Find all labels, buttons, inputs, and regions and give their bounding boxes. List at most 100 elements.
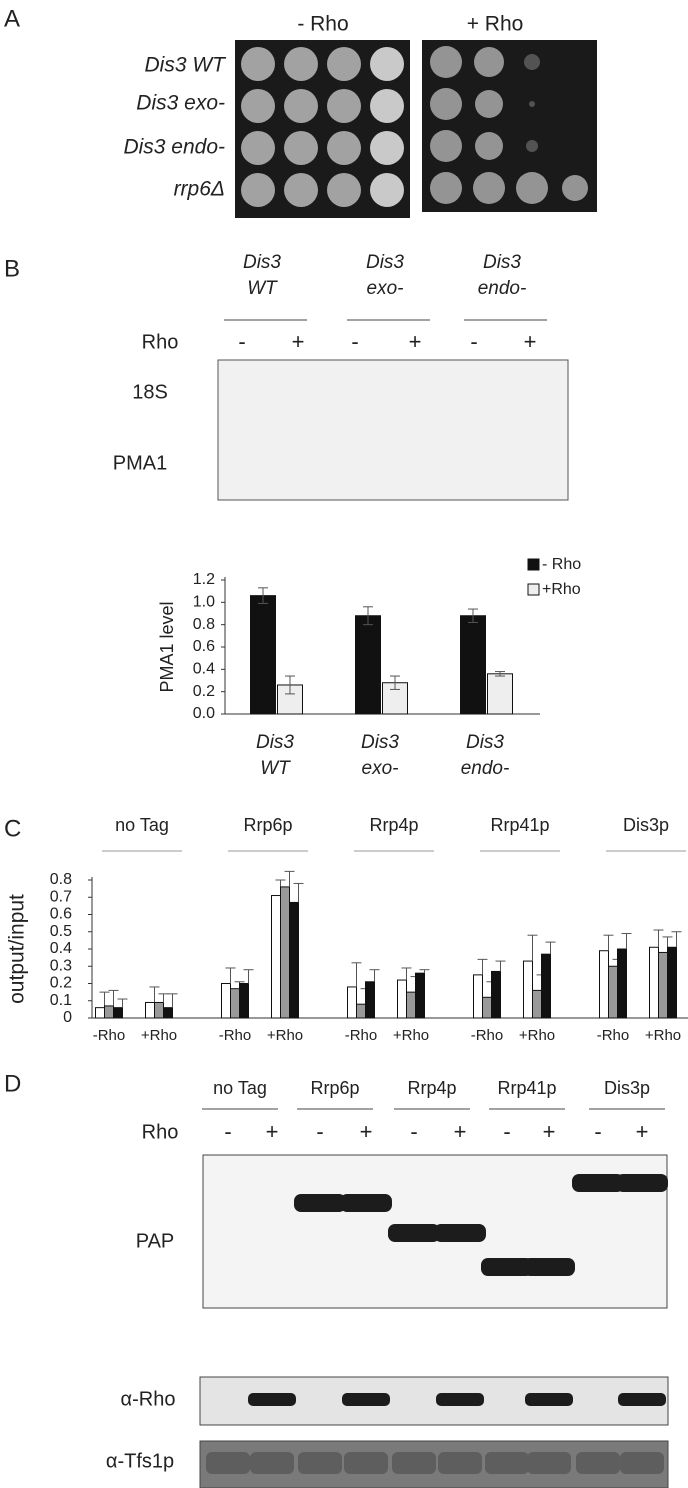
bar bbox=[356, 1003, 366, 1019]
group-label: Dis3p bbox=[623, 815, 669, 835]
error-bar bbox=[158, 993, 169, 1003]
group-label: Rrp6p bbox=[243, 815, 292, 835]
colony bbox=[524, 54, 540, 70]
lane-label: + bbox=[266, 1119, 279, 1144]
bar bbox=[658, 951, 668, 1019]
bar bbox=[95, 1007, 105, 1019]
strain-label: rrp6Δ bbox=[174, 178, 225, 201]
error-bar bbox=[621, 932, 632, 949]
bar bbox=[239, 983, 249, 1019]
x-tick-label: Dis3 endo- bbox=[461, 732, 510, 779]
bar bbox=[154, 1001, 164, 1019]
colony bbox=[284, 131, 318, 165]
y-tick-label: 0.1 bbox=[50, 992, 72, 1009]
bar bbox=[649, 946, 659, 1019]
bar bbox=[277, 684, 303, 715]
colony bbox=[370, 173, 404, 207]
y-tick-label: 0.4 bbox=[193, 661, 215, 678]
lane-label: - bbox=[470, 329, 477, 354]
colony bbox=[475, 90, 503, 118]
error-bar bbox=[363, 606, 373, 626]
bar bbox=[221, 983, 231, 1019]
colony bbox=[562, 175, 588, 201]
legend-swatch bbox=[527, 583, 540, 596]
bar bbox=[104, 1005, 114, 1019]
band bbox=[481, 1258, 533, 1276]
colony bbox=[516, 172, 548, 204]
strain-label: Dis3 endo- bbox=[477, 252, 527, 299]
bar bbox=[280, 886, 290, 1019]
band bbox=[527, 1452, 571, 1474]
strain-label: Dis3 endo- bbox=[477, 252, 527, 299]
y-tick-label: 0.0 bbox=[193, 705, 215, 722]
colony bbox=[529, 101, 535, 107]
band-label: 18S bbox=[132, 381, 168, 403]
y-axis-label: output/input bbox=[6, 894, 29, 1004]
band bbox=[523, 1258, 575, 1276]
strain-label: Rrp4p bbox=[407, 1078, 456, 1098]
colony bbox=[284, 173, 318, 207]
error-bar bbox=[653, 929, 664, 948]
group-label: Rrp41p bbox=[490, 815, 549, 835]
x-tick-label: -Rho bbox=[219, 1027, 252, 1044]
lane-label: + bbox=[524, 329, 537, 354]
colony bbox=[475, 132, 503, 160]
strain-label: Dis3 exo- bbox=[365, 252, 404, 299]
bar bbox=[523, 960, 533, 1019]
strain-label: Rrp6p bbox=[310, 1078, 359, 1098]
band bbox=[438, 1452, 482, 1474]
x-tick-label: +Rho bbox=[141, 1027, 177, 1044]
lane-label: + bbox=[409, 329, 422, 354]
bar bbox=[406, 991, 416, 1019]
condition-label: + Rho bbox=[467, 13, 524, 36]
colony bbox=[526, 140, 538, 152]
colony bbox=[284, 89, 318, 123]
error-bar bbox=[369, 969, 380, 982]
x-tick-label: +Rho bbox=[267, 1027, 303, 1044]
x-tick-label: Dis3 WT bbox=[255, 732, 294, 779]
bar bbox=[617, 948, 627, 1019]
lane-label: - bbox=[503, 1119, 510, 1144]
rho-label: Rho bbox=[142, 331, 179, 353]
strain-label: Dis3 WT bbox=[242, 252, 281, 299]
y-tick-label: 0.8 bbox=[193, 616, 215, 633]
band bbox=[294, 1194, 346, 1212]
y-tick-label: 0.6 bbox=[193, 638, 215, 655]
colony bbox=[473, 172, 505, 204]
y-tick-label: 0.5 bbox=[50, 923, 72, 940]
colony bbox=[474, 47, 504, 77]
error-bar bbox=[284, 870, 295, 887]
colony bbox=[370, 89, 404, 123]
colony bbox=[327, 89, 361, 123]
band bbox=[616, 1174, 668, 1192]
blot-label: PAP bbox=[136, 1230, 175, 1252]
colony bbox=[241, 89, 275, 123]
condition-label: - Rho bbox=[297, 13, 348, 36]
colony bbox=[430, 130, 462, 162]
band bbox=[342, 1393, 390, 1406]
x-tick-label: +Rho bbox=[645, 1027, 681, 1044]
blot-label: α-Rho bbox=[121, 1388, 176, 1410]
y-tick-label: 0.4 bbox=[50, 940, 72, 957]
x-tick-label: +Rho bbox=[393, 1027, 429, 1044]
x-tick-label: -Rho bbox=[471, 1027, 504, 1044]
panel-letter: C bbox=[4, 815, 21, 842]
colony bbox=[370, 47, 404, 81]
lane-label: - bbox=[594, 1119, 601, 1144]
strain-label: Dis3 WT bbox=[242, 252, 281, 299]
error-bar bbox=[351, 962, 362, 987]
strain-label: Dis3 exo- bbox=[365, 252, 404, 299]
error-bar bbox=[108, 989, 119, 1006]
error-bar bbox=[293, 882, 304, 903]
colony bbox=[241, 131, 275, 165]
band bbox=[436, 1393, 484, 1406]
bar bbox=[487, 673, 513, 715]
strain-label: Dis3 exo- bbox=[136, 92, 225, 115]
strain-label: Dis3p bbox=[604, 1078, 650, 1098]
error-bar bbox=[401, 967, 412, 981]
bar bbox=[541, 953, 551, 1019]
colony bbox=[430, 46, 462, 78]
x-tick-label: -Rho bbox=[597, 1027, 630, 1044]
band bbox=[298, 1452, 342, 1474]
